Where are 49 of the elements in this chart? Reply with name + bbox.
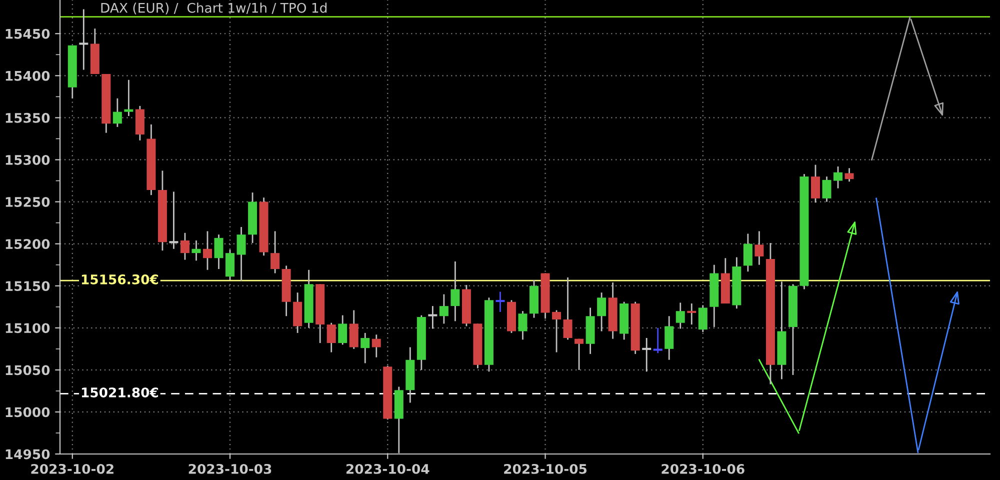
- candlestick: [822, 176, 832, 202]
- candlestick: [372, 334, 381, 358]
- y-tick-label: 15400: [6, 70, 50, 81]
- y-tick-label: 15000: [6, 407, 50, 418]
- candlestick: [563, 276, 572, 340]
- candlestick: [236, 226, 246, 282]
- y-tick-label: 15200: [6, 239, 50, 250]
- candlestick: [439, 294, 448, 324]
- x-tick-label: 2023-10-02: [31, 464, 114, 474]
- candlestick: [124, 79, 134, 117]
- candlestick: [810, 164, 820, 204]
- x-tick-label: 2023-10-03: [188, 464, 272, 474]
- candlestick: [574, 338, 584, 371]
- candlestick: [192, 240, 201, 262]
- candlestick: [214, 234, 224, 270]
- y-tick-label: 15150: [6, 281, 50, 292]
- candlestick: [698, 304, 708, 333]
- candlestick: [202, 230, 212, 271]
- chart-title: DAX (EUR) / Chart 1w/1h / TPO 1d: [101, 2, 327, 14]
- candlestick: [326, 322, 336, 353]
- y-tick-label: 15100: [6, 323, 50, 334]
- candlestick: [270, 230, 280, 274]
- candlestick: [360, 332, 370, 364]
- candlestick: [754, 230, 764, 266]
- x-tick-label: 2023-10-06: [662, 464, 744, 474]
- y-tick-label: 15300: [6, 154, 50, 165]
- candlestick: [112, 98, 122, 128]
- candlestick: [180, 232, 190, 260]
- candlestick: [834, 166, 843, 190]
- x-tick-label: 2023-10-04: [346, 464, 430, 474]
- candlestick: [844, 167, 854, 182]
- candlestick: [518, 310, 528, 340]
- y-tick-label: 15450: [6, 28, 50, 39]
- candlestick: [676, 302, 685, 330]
- candlestick: [226, 249, 235, 281]
- candlestick: [664, 315, 674, 361]
- candlestick: [597, 292, 606, 332]
- ref-line-label: 15021.80€: [82, 387, 158, 398]
- x-tick-label: 2023-10-05: [504, 464, 587, 474]
- candlestick: [743, 233, 752, 272]
- candlestick: [349, 310, 358, 350]
- ref-line-label: 15156.30€: [82, 274, 158, 284]
- y-tick-label: 15250: [6, 197, 50, 207]
- y-tick-label: 14950: [6, 449, 50, 460]
- y-tick-label: 15350: [6, 112, 50, 123]
- candlestick: [552, 310, 562, 353]
- y-tick-label: 15050: [6, 365, 50, 376]
- candlestick: [450, 260, 460, 322]
- candlestick: [338, 314, 348, 346]
